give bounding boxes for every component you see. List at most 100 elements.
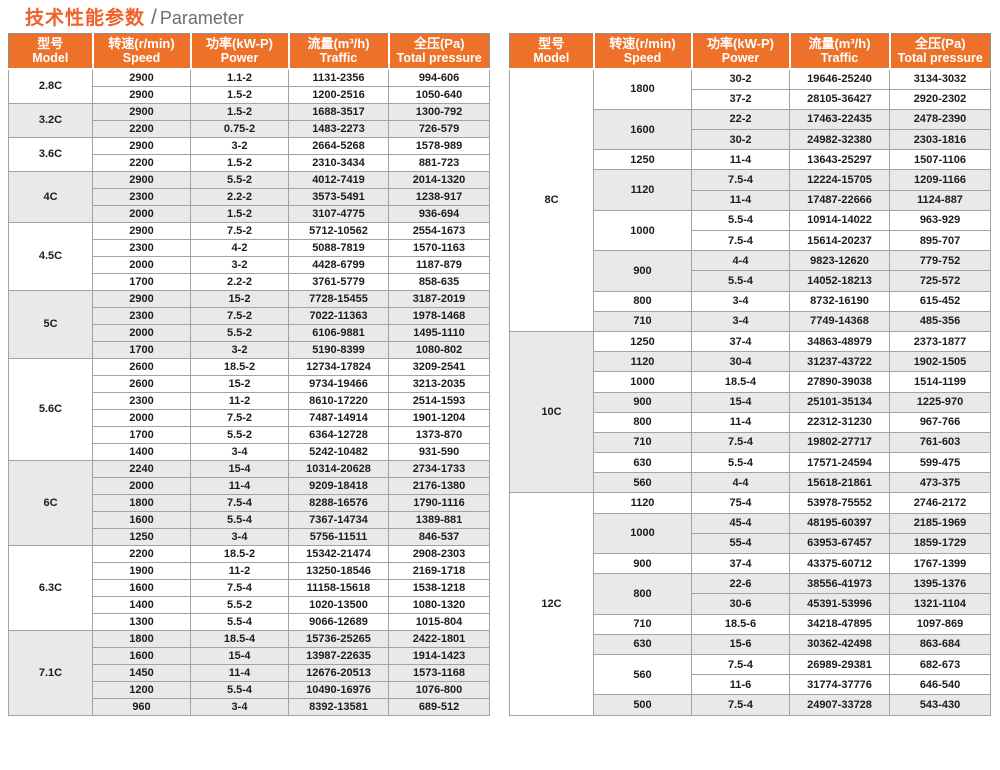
speed-cell: 2900	[92, 68, 191, 87]
pressure-cell: 994-606	[388, 68, 490, 87]
table-row: 2300 11-2 8610-17220 2514-1593	[9, 391, 490, 410]
column-header-zh: 全压(Pa)	[914, 36, 966, 51]
pressure-cell: 1389-881	[388, 510, 490, 529]
pressure-cell: 2185-1969	[889, 512, 991, 534]
power-cell: 1.5-2	[190, 153, 289, 172]
pressure-cell: 1901-1204	[388, 408, 490, 427]
speed-cell: 560	[593, 472, 692, 494]
table-row: 2000 7.5-2 7487-14914 1901-1204	[9, 408, 490, 427]
traffic-cell: 48195-60397	[789, 512, 890, 534]
speed-cell: 2900	[92, 170, 191, 189]
power-cell: 15-4	[190, 459, 289, 478]
pressure-cell: 1238-917	[388, 187, 490, 206]
speed-cell: 2600	[92, 374, 191, 393]
traffic-cell: 17487-22666	[789, 189, 890, 211]
traffic-cell: 25101-35134	[789, 391, 890, 413]
column-header-en: Model	[533, 51, 570, 65]
traffic-cell: 30362-42498	[789, 633, 890, 655]
speed-cell: 1250	[593, 149, 692, 171]
pressure-cell: 725-572	[889, 270, 991, 292]
column-header-traffic: 流量(m³/h) Traffic	[788, 33, 890, 70]
speed-cell: 2300	[92, 306, 191, 325]
power-cell: 37-2	[691, 88, 790, 110]
model-cell: 8C	[509, 68, 594, 332]
table-row: 55-4 63953-67457 1859-1729	[510, 532, 991, 555]
pressure-cell: 1859-1729	[889, 532, 991, 555]
traffic-cell: 4012-7419	[288, 170, 389, 189]
power-cell: 1.1-2	[190, 68, 289, 87]
table-row: 710 7.5-4 19802-27717 761-603	[510, 431, 991, 454]
pressure-cell: 1767-1399	[889, 552, 991, 575]
column-header-en: Total pressure	[396, 51, 482, 65]
table-row: 800 3-4 8732-16190 615-452	[510, 290, 991, 312]
pressure-cell: 2478-2390	[889, 108, 991, 131]
power-cell: 7.5-4	[691, 431, 790, 454]
traffic-cell: 6106-9881	[288, 323, 389, 342]
speed-cell: 1800	[593, 68, 692, 110]
model-cell: 3.2C	[8, 102, 93, 138]
speed-cell: 1120	[593, 169, 692, 211]
model-cell: 3.6C	[8, 136, 93, 172]
table-row: 1000 45-4 48195-60397 2185-1969	[510, 512, 991, 555]
pressure-cell: 1015-804	[388, 612, 490, 631]
pressure-cell: 863-684	[889, 633, 991, 655]
speed-cell: 1250	[92, 527, 191, 546]
pressure-cell: 726-579	[388, 119, 490, 138]
column-header-total-pressure: 全压(Pa) Total pressure	[888, 33, 991, 70]
speed-cell: 900	[593, 391, 692, 413]
power-cell: 3-4	[691, 310, 790, 332]
traffic-cell: 5190-8399	[288, 340, 389, 359]
speed-cell: 2000	[92, 255, 191, 274]
model-cell: 6.3C	[8, 544, 93, 631]
table-row: 630 5.5-4 17571-24594 599-475	[510, 452, 991, 474]
model-cell: 10C	[509, 330, 594, 494]
speed-cell: 2000	[92, 204, 191, 223]
speed-cell: 1700	[92, 340, 191, 359]
traffic-cell: 1020-13500	[288, 595, 389, 614]
speed-cell: 800	[593, 411, 692, 433]
table-row: 2000 5.5-2 6106-9881 1495-1110	[9, 323, 490, 342]
traffic-cell: 6364-12728	[288, 425, 389, 444]
power-cell: 7.5-4	[691, 229, 790, 252]
power-cell: 55-4	[691, 532, 790, 555]
speed-cell: 710	[593, 613, 692, 635]
power-cell: 11-4	[691, 149, 790, 171]
column-header-zh: 型号	[538, 36, 565, 51]
power-cell: 1.5-2	[190, 204, 289, 223]
column-header-en: Traffic	[319, 51, 358, 65]
power-cell: 18.5-2	[190, 357, 289, 376]
traffic-cell: 5088-7819	[288, 238, 389, 257]
pressure-cell: 2373-1877	[889, 330, 991, 353]
column-header-zh: 型号	[37, 36, 64, 51]
power-cell: 15-4	[190, 646, 289, 665]
page-title-zh: 技术性能参数	[25, 8, 146, 29]
pressure-cell: 1495-1110	[388, 323, 490, 342]
power-cell: 45-4	[691, 512, 790, 534]
pressure-cell: 1321-1104	[889, 593, 991, 615]
speed-cell: 2900	[92, 136, 191, 155]
column-header-power: 功率(kW-P) Power	[189, 33, 289, 70]
speed-cell: 2300	[92, 187, 191, 206]
pressure-cell: 543-430	[889, 694, 991, 716]
table-row: 1000 18.5-4 27890-39038 1514-1199	[510, 371, 991, 393]
speed-cell: 2000	[92, 408, 191, 427]
model-cell: 5.6C	[8, 357, 93, 461]
table-row: 1400 3-4 5242-10482 931-590	[9, 442, 490, 461]
speed-cell: 630	[593, 633, 692, 655]
column-header-zh: 转速(r/min)	[609, 36, 676, 51]
pressure-cell: 2169-1718	[388, 561, 490, 580]
speed-cell: 1120	[593, 492, 692, 514]
traffic-cell: 8732-16190	[789, 290, 890, 312]
traffic-cell: 63953-67457	[789, 532, 890, 555]
table-row: 560 4-4 15618-21861 473-375	[510, 472, 991, 494]
speed-cell: 1000	[593, 371, 692, 393]
pressure-cell: 936-694	[388, 204, 490, 223]
pressure-cell: 1914-1423	[388, 646, 490, 665]
speed-cell: 1600	[92, 646, 191, 665]
traffic-cell: 31774-37776	[789, 674, 890, 696]
speed-cell: 2900	[92, 221, 191, 240]
traffic-cell: 9823-12620	[789, 250, 890, 272]
traffic-cell: 13643-25297	[789, 149, 890, 171]
power-cell: 3-4	[190, 697, 289, 716]
power-cell: 7.5-4	[691, 653, 790, 676]
